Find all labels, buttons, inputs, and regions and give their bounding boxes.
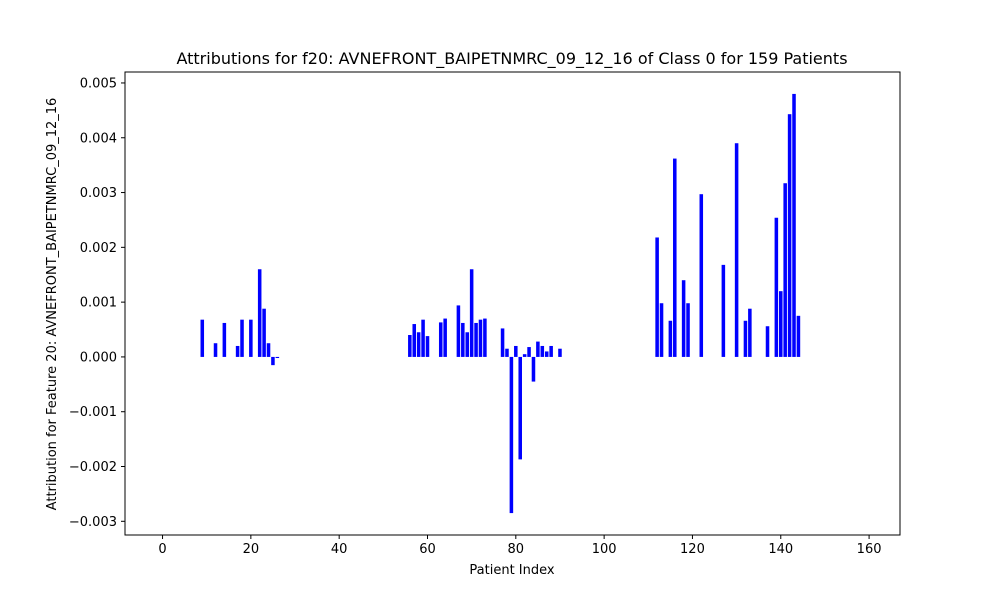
- x-tick-label: 20: [243, 542, 260, 557]
- x-tick-label: 80: [508, 542, 525, 557]
- y-tick-label: 0.002: [80, 241, 117, 256]
- bar-patient-69: [465, 332, 470, 357]
- y-axis-label: Attribution for Feature 20: AVNEFRONT_BA…: [45, 98, 60, 511]
- bar-patient-88: [549, 345, 553, 357]
- bar-patient-9: [200, 319, 205, 357]
- bar-patient-25: [271, 356, 275, 366]
- x-tick-label: 140: [768, 542, 793, 557]
- bar-patient-24: [266, 343, 271, 357]
- bars-group: [200, 93, 801, 514]
- bar-patient-113: [659, 303, 664, 357]
- bar-patient-23: [262, 308, 266, 357]
- bar-patient-56: [408, 335, 412, 357]
- bar-patient-122: [699, 194, 704, 357]
- bar-patient-116: [673, 158, 677, 357]
- y-tick-label: −0.002: [69, 460, 117, 475]
- bar-patient-140: [779, 291, 783, 357]
- bar-patient-60: [425, 336, 430, 357]
- y-tick-label: −0.003: [69, 515, 117, 530]
- bar-patient-81: [518, 356, 522, 460]
- bar-patient-68: [461, 322, 465, 357]
- bar-patient-64: [443, 318, 447, 357]
- bar-patient-22: [257, 269, 262, 357]
- bar-patient-67: [456, 305, 461, 357]
- bar-patient-83: [527, 347, 531, 357]
- y-tick-label: 0.000: [80, 350, 117, 365]
- bar-patient-12: [213, 343, 218, 357]
- bar-patient-82: [522, 354, 527, 357]
- bar-patient-26: [275, 356, 280, 359]
- y-tick-label: 0.001: [80, 296, 117, 311]
- bar-patient-72: [478, 319, 483, 357]
- x-tick-label: 60: [419, 542, 436, 557]
- bar-patient-57: [412, 324, 417, 357]
- x-axis-label: Patient Index: [469, 563, 554, 578]
- bar-patient-137: [765, 326, 770, 357]
- bar-patient-141: [783, 183, 787, 357]
- bar-patient-14: [222, 322, 227, 357]
- y-tick-label: 0.005: [80, 76, 117, 91]
- bar-patient-143: [792, 93, 796, 357]
- bar-patient-79: [509, 356, 514, 514]
- bar-patient-18: [240, 319, 244, 357]
- bar-patient-84: [531, 356, 536, 382]
- x-tick-label: 120: [680, 542, 705, 557]
- bar-patient-87: [544, 351, 549, 357]
- bar-patient-119: [686, 303, 690, 357]
- x-tick-label: 0: [158, 542, 166, 557]
- bar-patient-59: [421, 319, 425, 357]
- bar-patient-17: [235, 345, 240, 357]
- bar-patient-73: [483, 318, 487, 357]
- bar-patient-144: [796, 315, 801, 357]
- x-tick-label: 160: [857, 542, 882, 557]
- bar-patient-130: [734, 143, 739, 357]
- plot-frame: [124, 71, 901, 536]
- bar-patient-78: [505, 348, 509, 357]
- bar-patient-85: [536, 341, 540, 357]
- x-axis: 0 20 40 60 80 100 120 140 160: [158, 535, 882, 557]
- bar-patient-70: [469, 269, 474, 357]
- y-axis: −0.003 −0.002 −0.001 0.000 0.001 0.002 0.003 0.…: [69, 76, 125, 530]
- bar-patient-139: [774, 217, 779, 357]
- bar-patient-127: [721, 264, 726, 357]
- bar-patient-133: [748, 308, 752, 357]
- bar-patient-80: [514, 345, 518, 357]
- bar-patient-115: [668, 320, 673, 357]
- bar-patient-20: [249, 319, 253, 357]
- bar-patient-90: [558, 348, 562, 357]
- bar-patient-71: [474, 322, 478, 357]
- bar-patient-112: [655, 237, 659, 357]
- bar-patient-77: [500, 328, 505, 357]
- y-tick-label: 0.004: [80, 131, 117, 146]
- bar-patient-132: [743, 320, 748, 357]
- bar-patient-142: [787, 114, 792, 357]
- x-tick-label: 40: [331, 542, 348, 557]
- x-tick-label: 100: [592, 542, 617, 557]
- bar-patient-58: [416, 332, 421, 357]
- bar-patient-63: [438, 322, 443, 357]
- y-tick-label: 0.003: [80, 186, 117, 201]
- y-tick-label: −0.001: [69, 405, 117, 420]
- bar-patient-118: [681, 280, 686, 357]
- chart-title: Attributions for f20: AVNEFRONT_BAIPETNM…: [176, 49, 847, 69]
- bar-patient-86: [540, 345, 545, 357]
